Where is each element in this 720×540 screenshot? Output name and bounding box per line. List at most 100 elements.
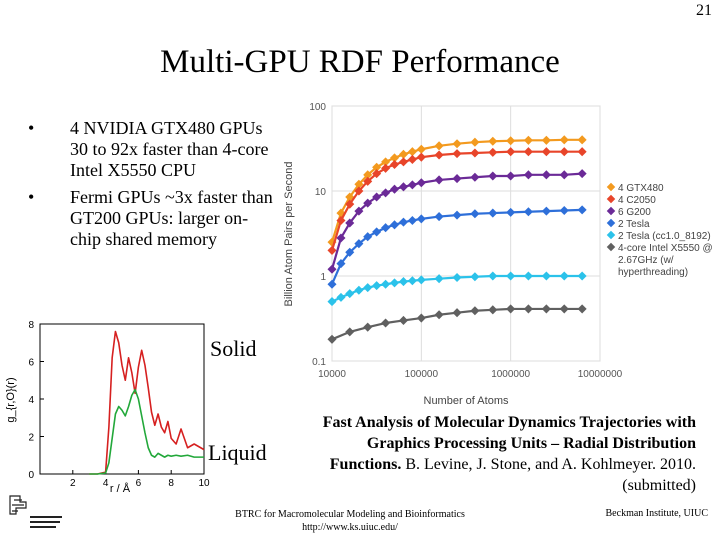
perf-data-point: [407, 215, 417, 226]
perf-data-point: [577, 205, 587, 215]
perf-y-tick-label: 0.1: [312, 357, 326, 368]
footer-right: Beckman Institute, UIUC: [605, 508, 708, 519]
perf-data-point: [381, 318, 391, 328]
perf-data-point: [506, 207, 516, 217]
legend-entry: 4 C2050: [618, 195, 656, 206]
legend-entry: hyperthreading): [618, 267, 688, 278]
rdf-x-tick-label: 10: [198, 478, 210, 489]
rdf-plot-area: [39, 323, 205, 475]
perf-data-point: [416, 152, 426, 162]
perf-data-point: [381, 157, 391, 167]
legend-entry: 6 G200: [618, 207, 651, 218]
performance-chart: 0.1 1 10 100 10000 100000 1000000 10000000 Numb…: [283, 102, 713, 407]
rdf-x-tick-label: 4: [103, 478, 109, 489]
rdf-chart: 0 2 4 6 8 2 4 6 8 10 r / Å g_{r,O}(r): [5, 320, 210, 494]
citation: Fast Analysis of Molecular Dynamics Traj…: [300, 412, 696, 496]
perf-data-point: [577, 304, 587, 314]
perf-data-point: [354, 179, 364, 189]
institute-logo: [9, 495, 62, 528]
rdf-x-tick-label: 8: [168, 478, 174, 489]
slide-number: 21: [696, 2, 712, 19]
citation-title: Fast Analysis of Molecular Dynamics Traj…: [322, 414, 696, 473]
perf-data-point: [416, 214, 426, 224]
perf-data-point: [506, 304, 516, 314]
perf-data-point: [434, 175, 444, 185]
perf-x-tick-label: 10000: [318, 369, 346, 380]
perf-data-point: [523, 207, 533, 217]
legend-marker: [606, 230, 616, 240]
perf-x-axis-label: Number of Atoms: [424, 395, 509, 407]
legend-entry: 4 GTX480: [618, 183, 664, 194]
rdf-x-tick-label: 6: [136, 478, 142, 489]
rdf-x-axis-label: r / Å: [110, 482, 131, 494]
perf-data-point: [354, 285, 364, 295]
perf-data-point: [577, 169, 587, 179]
bullet-item: 4 NVIDIA GTX480 GPUs 30 to 92x faster th…: [28, 118, 278, 181]
perf-x-tick-label: 10000000: [578, 369, 623, 380]
perf-data-point: [452, 174, 462, 184]
perf-data-point: [416, 144, 426, 154]
perf-data-point: [577, 271, 587, 281]
perf-data-point: [452, 272, 462, 283]
slide-title: Multi-GPU RDF Performance: [160, 44, 560, 80]
rdf-liquid-curve: [89, 388, 204, 475]
perf-y-tick-label: 10: [315, 187, 327, 198]
perf-data-point: [398, 315, 408, 325]
rdf-y-tick-label: 8: [28, 320, 34, 331]
rdf-y-tick-label: 2: [28, 433, 34, 444]
rdf-x-tick-label: 2: [70, 478, 76, 489]
legend-marker: [606, 206, 616, 216]
perf-data-point: [389, 220, 400, 230]
perf-data-point: [577, 147, 587, 157]
footer-center-url[interactable]: http://www.ks.uiuc.edu/: [302, 522, 398, 533]
bullet-item: Fermi GPUs ~3x faster than GT200 GPUs: l…: [28, 187, 278, 250]
perf-data-point: [416, 178, 426, 188]
perf-data-point: [523, 170, 533, 180]
perf-data-point: [506, 271, 516, 281]
perf-y-tick-label: 1: [320, 272, 326, 283]
perf-data-point: [398, 182, 408, 192]
legend-marker: [606, 242, 616, 252]
legend-entry: 2 Tesla: [618, 219, 650, 230]
perf-y-tick-label: 100: [309, 102, 326, 113]
perf-data-point: [506, 171, 516, 181]
perf-x-tick-label: 1000000: [491, 369, 530, 380]
rdf-y-tick-label: 6: [28, 358, 34, 369]
perf-data-point: [354, 206, 364, 216]
legend-entry: 4-core Intel X5550 @: [618, 243, 713, 254]
legend-entry: 2 Tesla (cc1.0_8192): [618, 231, 711, 242]
legend-marker: [606, 182, 616, 192]
perf-data-point: [523, 147, 533, 157]
perf-data-point: [416, 275, 426, 285]
perf-data-point: [398, 149, 408, 159]
liquid-label: Liquid: [208, 440, 267, 465]
perf-x-tick-label: 100000: [405, 369, 439, 380]
perf-data-point: [577, 135, 587, 145]
perf-data-point: [354, 186, 364, 196]
perf-data-point: [523, 304, 533, 314]
legend-marker: [606, 194, 616, 204]
perf-data-point: [523, 271, 533, 281]
rdf-y-tick-label: 4: [28, 395, 34, 406]
rdf-y-axis-label: g_{r,O}(r): [5, 377, 17, 422]
footer-center: BTRC for Macromolecular Modeling and Bio…: [200, 508, 500, 534]
footer-center-line1: BTRC for Macromolecular Modeling and Bio…: [235, 509, 465, 520]
perf-data-point: [372, 227, 382, 237]
perf-data-point: [506, 147, 516, 157]
solid-label: Solid: [210, 336, 257, 361]
perf-y-axis-label: Billion Atom Pairs per Second: [283, 162, 295, 307]
perf-data-point: [381, 279, 391, 289]
rdf-y-tick-label: 0: [28, 470, 34, 481]
legend-marker: [606, 218, 616, 228]
perf-data-point: [452, 149, 462, 159]
citation-authors: B. Levine, J. Stone, and A. Kohlmeyer. 2…: [401, 456, 696, 494]
perf-data-point: [434, 212, 444, 222]
perf-data-point: [354, 239, 364, 249]
perf-data-point: [452, 210, 462, 220]
rdf-solid-curve: [89, 330, 205, 475]
perf-data-point: [434, 141, 444, 151]
legend-entry: 2.67GHz (w/: [618, 255, 674, 266]
perf-data-point: [506, 136, 516, 146]
perf-data-point: [523, 135, 533, 145]
